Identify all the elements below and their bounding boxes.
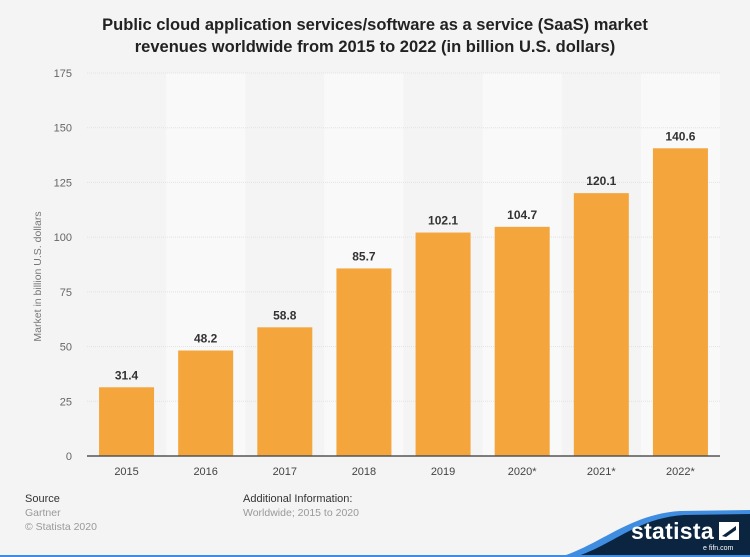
data-label: 102.1: [428, 214, 458, 228]
bar-2017[interactable]: [257, 327, 313, 456]
y-tick-label: 50: [60, 342, 72, 354]
logo-background: [574, 514, 750, 557]
bar-2021*[interactable]: [573, 193, 629, 456]
watermark: e fifn.com: [703, 545, 734, 552]
data-label: 120.1: [586, 174, 616, 188]
data-label: 31.4: [115, 368, 139, 382]
bar-chart: 0 25 50 75 100 125 150 175 31.4 2015 48.2 2016 58.8 2…: [32, 68, 720, 478]
x-tick-label: 2019: [431, 466, 455, 478]
title-line-2: revenues worldwide from 2015 to 2022 (in…: [134, 38, 616, 56]
y-tick-label: 0: [66, 451, 72, 463]
additional-info-block: Additional Information: Worldwide; 2015 …: [243, 492, 359, 520]
x-tick-label: 2020*: [508, 466, 537, 478]
additional-info-heading: Additional Information:: [243, 493, 353, 505]
bar-2022*[interactable]: [652, 148, 708, 456]
y-tick-label: 100: [54, 232, 72, 244]
statista-mark-icon: [719, 522, 739, 540]
additional-info-text: Worldwide; 2015 to 2020: [243, 507, 359, 519]
y-axis-label: Market in billion U.S. dollars: [32, 211, 44, 341]
y-tick-label: 150: [54, 123, 72, 135]
bar-2016[interactable]: [178, 350, 234, 456]
x-tick-label: 2016: [193, 466, 217, 478]
title-line-1: Public cloud application services/softwa…: [102, 16, 648, 34]
copyright: © Statista 2020: [25, 521, 97, 533]
bar-2019[interactable]: [415, 232, 471, 456]
y-tick-label: 75: [60, 287, 72, 299]
bar-2018[interactable]: [336, 268, 392, 456]
data-label: 140.6: [665, 129, 695, 143]
bar-2020*[interactable]: [494, 226, 550, 456]
x-tick-label: 2018: [352, 466, 376, 478]
bar-2015[interactable]: [99, 387, 155, 456]
y-tick-label: 125: [54, 177, 72, 189]
data-label: 85.7: [352, 249, 376, 263]
x-tick-label: 2021*: [587, 466, 616, 478]
data-label: 104.7: [507, 208, 537, 222]
data-label: 58.8: [273, 308, 297, 322]
x-tick-label: 2015: [114, 466, 138, 478]
x-tick-label: 2022*: [666, 466, 695, 478]
source-name: Gartner: [25, 507, 61, 519]
y-tick-label: 175: [54, 68, 72, 80]
data-label: 48.2: [194, 332, 218, 346]
source-heading: Source: [25, 493, 60, 505]
source-block: Source Gartner © Statista 2020: [25, 492, 97, 534]
statista-logo-text: statista: [631, 518, 714, 544]
x-tick-label: 2017: [273, 466, 297, 478]
y-tick-label: 25: [60, 396, 72, 408]
chart-title: Public cloud application services/softwa…: [0, 14, 750, 58]
